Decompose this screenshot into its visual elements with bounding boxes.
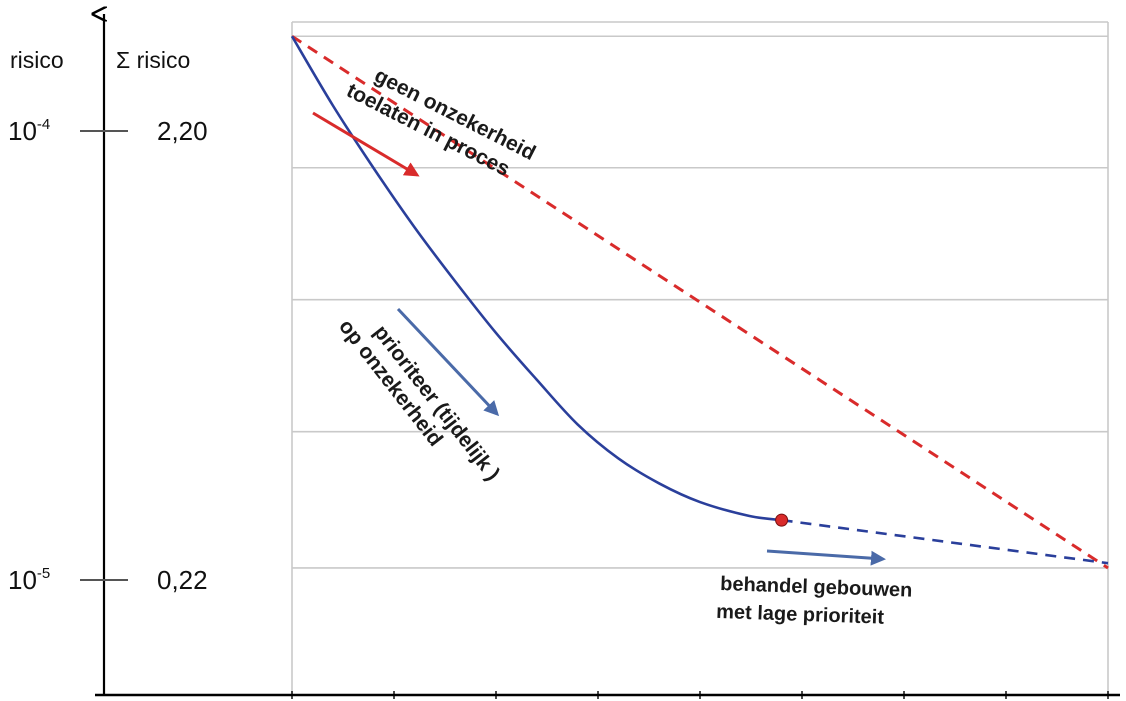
x-ticks	[291, 691, 1109, 699]
annotation-behandel: behandel gebouwen met lage prioriteit	[716, 573, 918, 630]
svg-text:10-5: 10-5	[8, 565, 50, 595]
series-blue-dashed	[781, 518, 1109, 565]
annotation-2-line-1: prioriteer (tijdelijk )	[369, 321, 504, 485]
annotation-3-line-2: met lage prioriteit	[716, 601, 885, 629]
arrow-blue-diagonal	[396, 307, 500, 417]
tick-sum-bottom: 0,22	[157, 565, 208, 595]
y-tick-bottom: 10-5 0,22	[8, 565, 208, 595]
annotation-prioriteer: prioriteer (tijdelijk ) op onzekerheid	[334, 300, 508, 504]
y-axis-right-label: Σ risico	[116, 47, 190, 73]
tick-risk-exp-bottom: -5	[37, 565, 50, 582]
series-blue-curve	[290, 35, 782, 522]
y-axis-left-label: risico	[10, 47, 64, 73]
arrow-blue-horizontal	[766, 549, 886, 566]
tick-risk-base-top: 10	[8, 116, 37, 146]
tick-risk-exp-top: -4	[37, 116, 50, 133]
marker-point	[775, 513, 789, 527]
series-red-dashed	[291, 34, 1109, 570]
gridlines	[291, 21, 1109, 695]
svg-text:10-4: 10-4	[8, 116, 50, 146]
annotation-3-line-1: behandel gebouwen	[720, 573, 913, 602]
tick-sum-top: 2,20	[157, 116, 208, 146]
annotation-geen-onzekerheid: geen onzekerheid toelaten in proces	[343, 56, 545, 191]
tick-risk-base-bottom: 10	[8, 565, 37, 595]
y-tick-top: 10-4 2,20	[8, 116, 208, 146]
arrow-red	[312, 111, 420, 177]
